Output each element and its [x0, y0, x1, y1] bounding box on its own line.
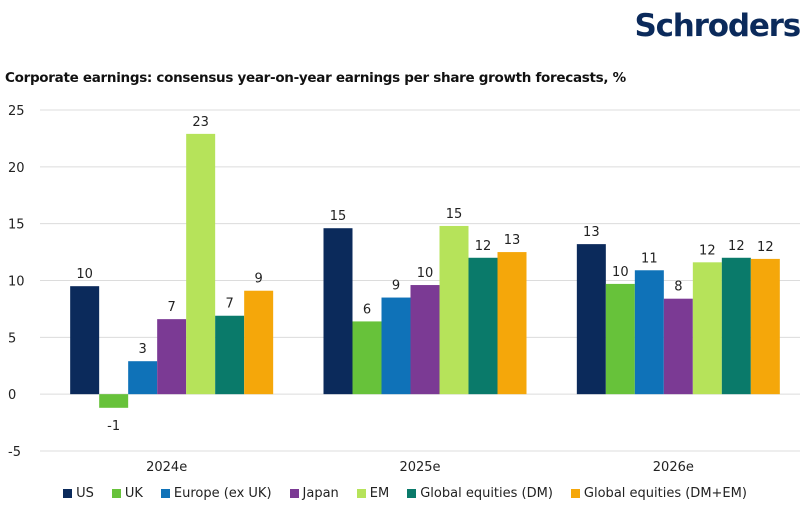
legend-label: Global equities (DM+EM)	[583, 486, 747, 501]
data-label: 12	[699, 243, 716, 258]
data-label: 13	[583, 225, 600, 240]
legend-swatch	[289, 489, 299, 498]
x-category-label: 2025e	[399, 460, 440, 475]
bar-global-equities-dm-em--2025e	[497, 252, 527, 395]
bar-uk-2026e	[605, 283, 635, 395]
bar-japan-2025e	[410, 285, 440, 395]
legend-swatch	[63, 489, 73, 498]
y-tick-label: -5	[8, 445, 21, 460]
data-label: 10	[76, 267, 93, 282]
data-labels: 10 -1 3 7 23 7 9 15 6 9 10 15 12 13 13 10 11 8 12 12 12	[76, 115, 773, 434]
bar-europe-ex-uk--2024e	[128, 361, 158, 395]
legend-item: US	[63, 486, 94, 501]
bar-em-2026e	[692, 262, 722, 395]
data-label: 23	[192, 115, 209, 130]
y-axis-ticks: 25 20 15 10 5 0 -5	[8, 104, 25, 460]
data-label: 13	[504, 233, 521, 248]
legend-label: Japan	[302, 486, 339, 501]
bar-europe-ex-uk--2025e	[381, 297, 411, 395]
bars	[70, 133, 780, 408]
data-label: 12	[757, 240, 774, 255]
legend-swatch	[111, 489, 121, 498]
schroders-logo: Schroders	[634, 8, 801, 44]
y-tick-label: 20	[8, 161, 25, 176]
data-label: 7	[168, 300, 176, 315]
legend-swatch	[356, 489, 366, 498]
x-category-label: 2026e	[653, 460, 694, 475]
bar-global-equities-dm-em--2024e	[244, 290, 274, 395]
legend-label: UK	[124, 486, 143, 501]
legend-swatch	[570, 489, 580, 498]
data-label: 11	[641, 251, 658, 266]
data-label: 10	[417, 266, 434, 281]
legend-item: Japan	[289, 486, 339, 501]
bar-em-2025e	[439, 225, 469, 395]
data-label: 6	[363, 302, 371, 317]
bar-uk-2024e	[99, 394, 129, 408]
data-label: 3	[139, 342, 147, 357]
data-label: 8	[674, 280, 682, 295]
y-tick-label: 0	[8, 388, 16, 403]
legend-item: EM	[356, 486, 390, 501]
y-tick-label: 5	[8, 331, 16, 346]
bar-japan-2024e	[157, 319, 187, 395]
data-label: 12	[475, 239, 492, 254]
legend: US UK Europe (ex UK) Japan EM Global equities…	[0, 486, 810, 501]
legend-label: Global equities (DM)	[420, 486, 553, 501]
y-tick-label: 15	[8, 218, 25, 233]
y-tick-label: 10	[8, 275, 25, 290]
legend-item: UK	[111, 486, 143, 501]
data-label: 15	[330, 209, 347, 224]
legend-item: Global equities (DM+EM)	[570, 486, 747, 501]
data-label: -1	[107, 419, 120, 434]
data-label: 15	[446, 207, 463, 222]
data-label: 9	[255, 272, 263, 287]
legend-label: Europe (ex UK)	[173, 486, 272, 501]
bar-global-equities-dm--2024e	[215, 315, 245, 395]
bar-us-2024e	[70, 286, 100, 395]
bar-europe-ex-uk--2026e	[634, 270, 664, 395]
bar-us-2026e	[576, 244, 606, 395]
bar-japan-2026e	[663, 298, 693, 395]
data-label: 9	[392, 279, 400, 294]
legend-label: US	[76, 486, 94, 501]
data-label: 12	[728, 239, 745, 254]
legend-item: Global equities (DM)	[407, 486, 553, 501]
legend-swatch	[407, 489, 417, 498]
bar-global-equities-dm--2026e	[721, 257, 751, 395]
bar-us-2025e	[323, 228, 353, 395]
bar-em-2024e	[186, 133, 216, 395]
x-axis-categories: 2024e 2025e 2026e	[146, 460, 694, 475]
bar-global-equities-dm-em--2026e	[750, 258, 780, 395]
bar-global-equities-dm--2025e	[468, 257, 498, 395]
data-label: 10	[612, 265, 629, 280]
legend-swatch	[160, 489, 170, 498]
legend-label: EM	[369, 486, 390, 501]
chart-title: Corporate earnings: consensus year-on-ye…	[5, 70, 626, 86]
x-category-label: 2024e	[146, 460, 187, 475]
data-label: 7	[226, 297, 234, 312]
bar-uk-2025e	[352, 321, 382, 395]
legend-item: Europe (ex UK)	[160, 486, 272, 501]
y-tick-label: 25	[8, 104, 25, 119]
